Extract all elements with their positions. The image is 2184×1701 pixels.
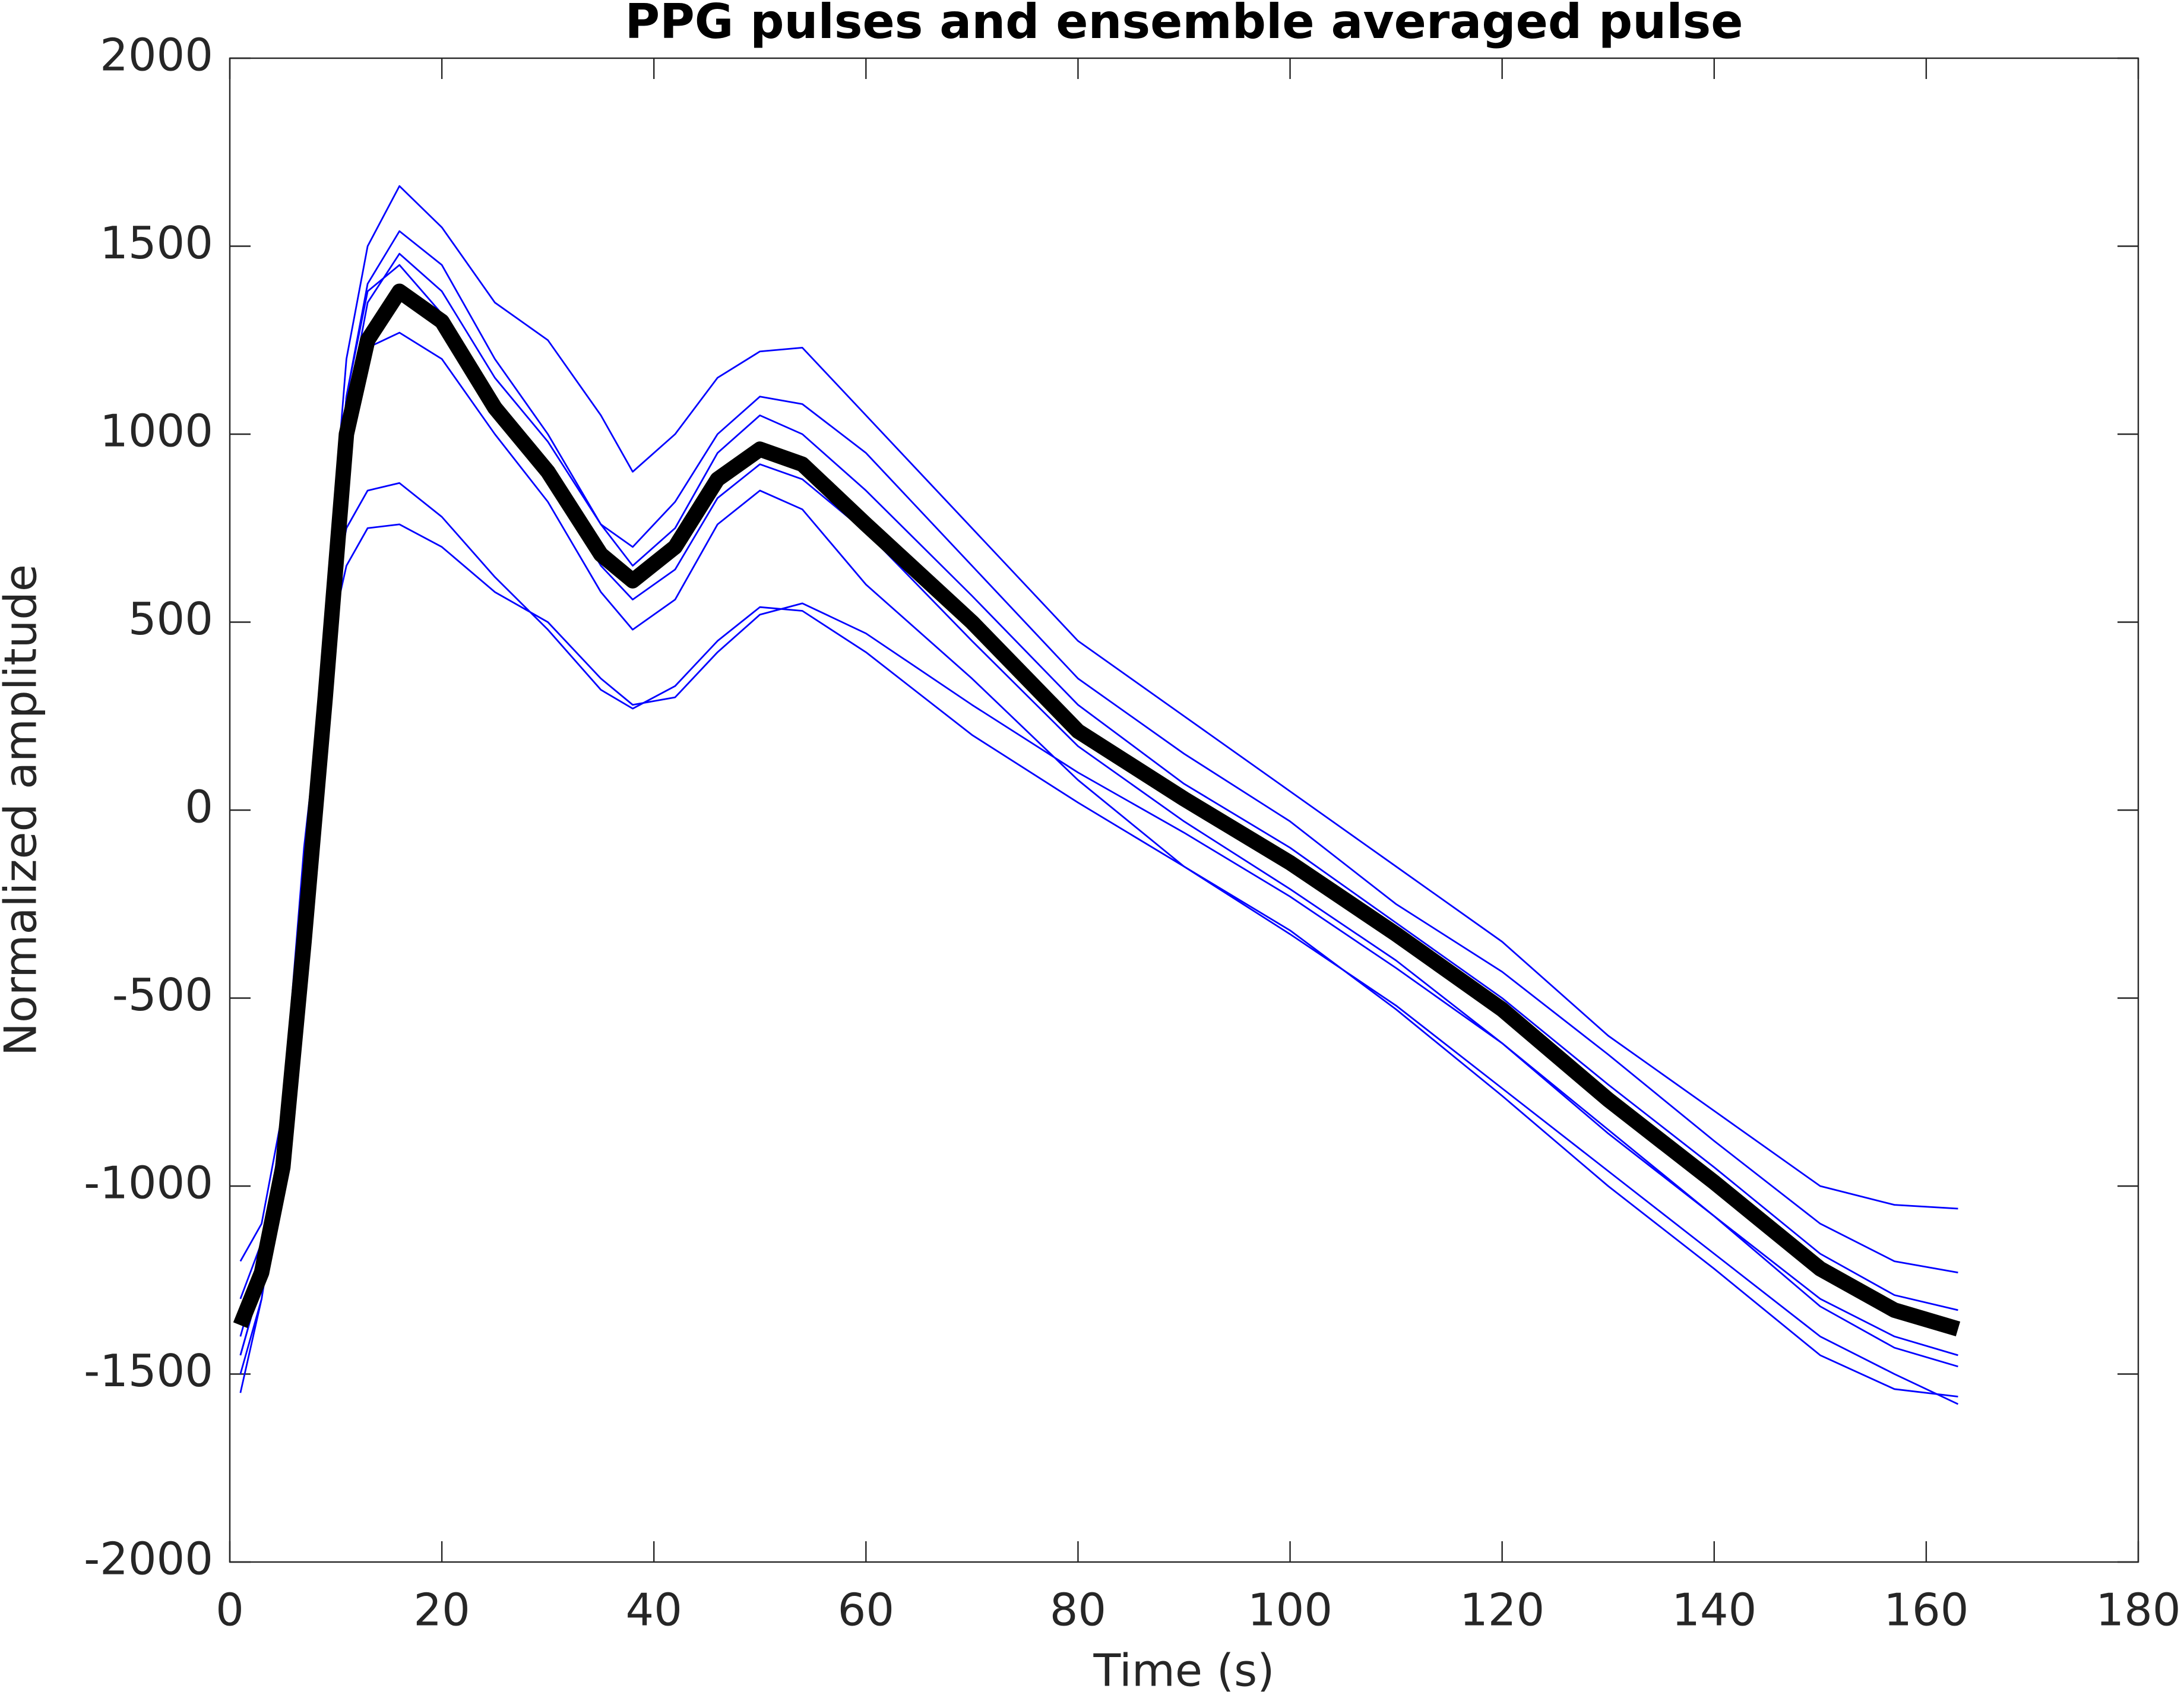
x-tick-label: 60 <box>838 1584 894 1636</box>
y-tick-label: 0 <box>185 781 213 833</box>
y-tick-label: -500 <box>112 969 213 1021</box>
y-tick-label: 500 <box>128 593 213 645</box>
y-tick-label: 1500 <box>100 217 213 269</box>
y-tick-label: 1000 <box>100 405 213 457</box>
y-tick-label: -1000 <box>84 1157 213 1209</box>
x-tick-label: 140 <box>1672 1584 1756 1636</box>
y-tick-label: -1500 <box>84 1345 213 1397</box>
x-tick-label: 40 <box>626 1584 682 1636</box>
x-tick-label: 80 <box>1050 1584 1106 1636</box>
plot-box <box>229 57 2139 1563</box>
x-tick-label: 180 <box>2096 1584 2180 1636</box>
x-tick-label: 0 <box>216 1584 244 1636</box>
average-line <box>233 283 1961 1337</box>
y-tick-label: -2000 <box>84 1533 213 1585</box>
x-axis-label: Time (s) <box>1093 1645 1275 1697</box>
chart-title: PPG pulses and ensemble averaged pulse <box>625 0 1743 49</box>
x-tick-label: 20 <box>413 1584 470 1636</box>
x-tick-label: 120 <box>1460 1584 1544 1636</box>
x-tick-label: 100 <box>1248 1584 1332 1636</box>
y-axis-label: Normalized amplitude <box>0 564 47 1056</box>
y-tick-label: 2000 <box>100 29 213 81</box>
x-tick-label: 160 <box>1884 1584 1968 1636</box>
